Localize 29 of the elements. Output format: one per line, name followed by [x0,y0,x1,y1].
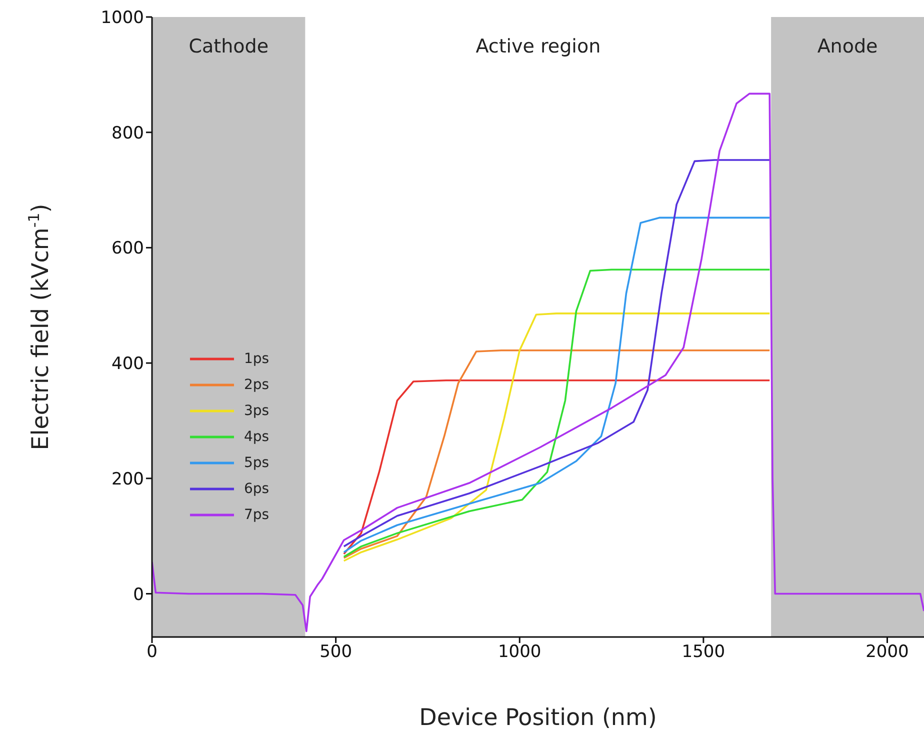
x-tick-label: 1500 [682,642,726,662]
x-axis-title: Device Position (nm) [419,705,657,731]
y-tick-label: 600 [112,238,144,259]
legend-label: 3ps [244,402,270,421]
x-tick-label: 1000 [498,642,542,662]
legend-label: 2ps [244,376,270,395]
legend-label: 5ps [244,454,270,473]
line-series [342,379,770,555]
y-tick-label: 400 [112,354,144,374]
legend-label: 6ps [244,480,270,499]
band-label: Cathode [188,35,269,58]
band-label: Active region [476,35,601,58]
y-tick-label: 0 [133,584,144,605]
legend-label: 7ps [244,506,270,525]
line-series [342,349,770,559]
x-tick-label: 0 [146,642,158,662]
band-label: Anode [817,35,878,58]
y-tick-label: 1000 [100,8,144,28]
line-series [342,268,770,558]
y-tick-label: 200 [112,469,144,490]
line-series [152,92,924,632]
x-tick-label: 500 [320,642,352,662]
line-series [342,216,770,554]
legend-label: 4ps [244,428,270,447]
legend-label: 1ps [244,350,270,369]
line-series [342,159,770,548]
x-tick-label: 2000 [866,642,909,662]
line-series [342,312,770,562]
y-tick-label: 800 [112,123,144,144]
